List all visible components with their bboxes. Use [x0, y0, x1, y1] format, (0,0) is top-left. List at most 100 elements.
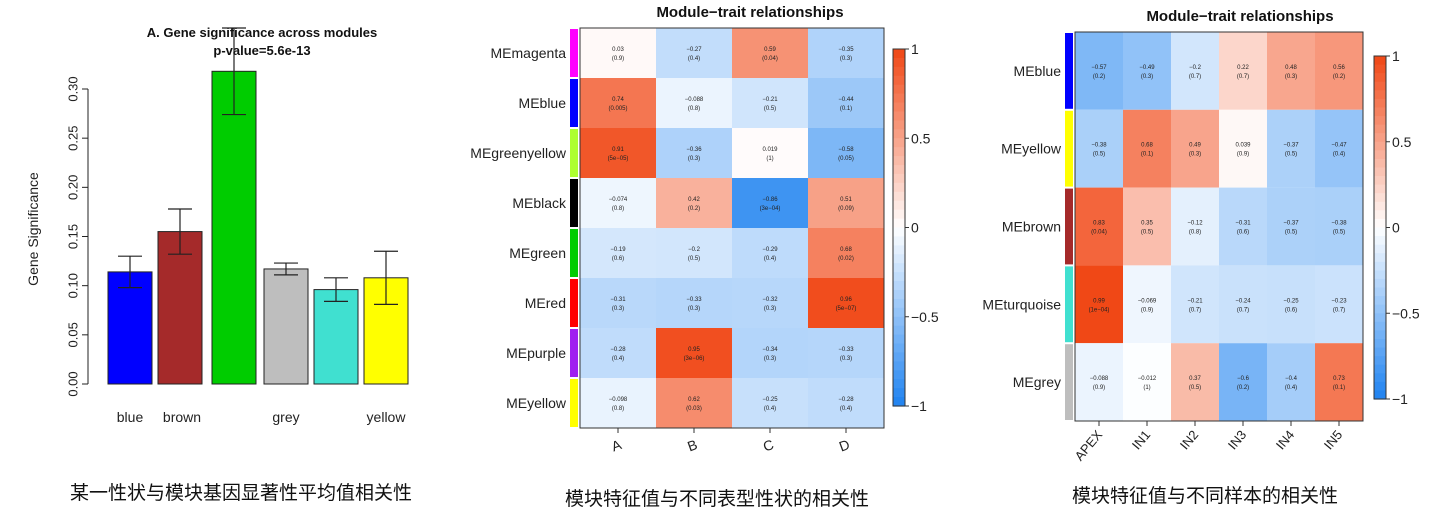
- colorbar-segment: [1374, 330, 1386, 340]
- cell-value: −0.32: [762, 297, 778, 303]
- heatmap-cell: [1171, 187, 1219, 266]
- cell-value: −0.25: [1283, 298, 1299, 304]
- heatmap-title: Module−trait relationships: [1146, 8, 1333, 25]
- colorbar-segment: [1374, 167, 1386, 177]
- colorbar-segment: [893, 272, 905, 282]
- colorbar-segment: [893, 200, 905, 211]
- caption-right: 模块特征值与不同样本的相关性: [1072, 485, 1339, 507]
- colorbar-segment: [1374, 253, 1386, 263]
- colorbar-segment: [893, 102, 905, 113]
- colorbar-segment: [893, 379, 905, 389]
- cell-value: −0.29: [762, 247, 778, 253]
- heatmap-cell: [1267, 32, 1315, 110]
- colorbar-segment: [893, 361, 905, 371]
- heatmap-cell: [732, 178, 808, 228]
- row-label: MEyellow: [506, 395, 567, 411]
- colorbar-segment: [893, 75, 905, 86]
- cell-value: −0.12: [1187, 221, 1203, 227]
- colorbar-segment: [1374, 64, 1386, 74]
- cell-pvalue: (1): [766, 156, 773, 162]
- row-color-strip: [570, 379, 578, 427]
- heatmap-cell: [656, 278, 732, 328]
- colorbar-tick-label: −1: [911, 398, 927, 414]
- row-color-strip: [570, 229, 578, 277]
- heatmap-cell: [1219, 109, 1267, 188]
- chart-subtitle: p-value=5.6e-13: [213, 43, 310, 58]
- cell-value: −0.33: [838, 347, 854, 353]
- col-label: APEX: [1072, 427, 1106, 463]
- cell-value: 0.22: [1237, 65, 1249, 71]
- bar-grey: [263, 268, 309, 385]
- row-color-strip: [1065, 110, 1073, 187]
- cell-value: 0.49: [1189, 143, 1201, 149]
- colorbar-tick-label: −1: [1392, 391, 1408, 407]
- col-label: IN2: [1177, 427, 1201, 452]
- cell-value: −0.47: [1331, 143, 1347, 149]
- heatmap-cell: [656, 378, 732, 428]
- caption-left: 某一性状与模块基因显著性平均值相关性: [70, 482, 413, 504]
- heatmap-border: [1074, 31, 1364, 422]
- cell-pvalue: (0.6): [1285, 307, 1297, 313]
- col-label: IN1: [1129, 427, 1153, 452]
- colorbar-segment: [893, 111, 905, 121]
- colorbar-segment: [893, 227, 905, 238]
- colorbar-segment: [1374, 116, 1386, 126]
- cell-value: −0.57: [1091, 65, 1107, 71]
- colorbar-tick-label: 0.5: [911, 130, 931, 146]
- cell-value: −0.31: [610, 297, 626, 303]
- bar-brown: [157, 231, 203, 385]
- heatmap-cell: [1219, 343, 1267, 421]
- cell-pvalue: (0.4): [1285, 385, 1297, 391]
- row-label: MEred: [525, 295, 566, 311]
- cell-pvalue: (0.4): [840, 406, 852, 412]
- cell-value: −0.6: [1237, 376, 1250, 382]
- heatmap-cell: [580, 278, 656, 328]
- heatmap-cell: [656, 78, 732, 128]
- cell-pvalue: (0.3): [688, 306, 700, 312]
- colorbar-segment: [1374, 73, 1386, 83]
- colorbar-segment: [1374, 373, 1386, 383]
- y-tick-label: 0.30: [65, 76, 80, 101]
- heatmap-cell: [1075, 265, 1123, 344]
- row-label: MEblue: [1014, 63, 1062, 79]
- heatmap-cell: [1075, 32, 1123, 110]
- cell-value: −0.098: [609, 397, 628, 403]
- cell-pvalue: (0.5): [688, 256, 700, 262]
- cell-pvalue: (0.6): [612, 256, 624, 262]
- cell-value: 0.99: [1093, 298, 1105, 304]
- colorbar-segment: [1374, 287, 1386, 297]
- cell-pvalue: (0.3): [1141, 74, 1153, 80]
- caption-middle: 模块特征值与不同表型性状的相关性: [565, 488, 870, 510]
- colorbar-segment: [893, 397, 905, 407]
- row-color-strip: [1065, 266, 1073, 343]
- colorbar-tick-label: 1: [911, 41, 919, 57]
- heatmap-cell: [1219, 187, 1267, 266]
- x-tick-label: blue: [117, 409, 144, 425]
- heatmap-cell: [1267, 265, 1315, 344]
- cell-value: −0.44: [838, 97, 854, 103]
- heatmap-cell: [1171, 32, 1219, 110]
- cell-value: −0.37: [1283, 221, 1299, 227]
- cell-value: −0.38: [1331, 221, 1347, 227]
- colorbar-tick-label: 0.5: [1392, 134, 1412, 150]
- heatmap-cell: [1123, 32, 1171, 110]
- cell-value: 0.96: [840, 297, 852, 303]
- col-label: IN4: [1273, 427, 1297, 452]
- cell-pvalue: (1e−04): [1089, 307, 1110, 313]
- row-label: MEbrown: [1002, 219, 1061, 235]
- colorbar-segment: [893, 281, 905, 291]
- colorbar-segment: [1374, 218, 1386, 229]
- heatmap-cell: [808, 178, 884, 228]
- colorbar-segment: [1374, 236, 1386, 246]
- heatmap-cell: [580, 178, 656, 228]
- colorbar-segment: [1374, 364, 1386, 374]
- colorbar-segment: [893, 165, 905, 175]
- colorbar-segment: [893, 316, 905, 327]
- cell-pvalue: (0.3): [1189, 152, 1201, 158]
- cell-pvalue: (0.05): [838, 156, 854, 162]
- colorbar-segment: [893, 263, 905, 273]
- cell-value: 0.37: [1189, 376, 1201, 382]
- heatmap-cell: [732, 278, 808, 328]
